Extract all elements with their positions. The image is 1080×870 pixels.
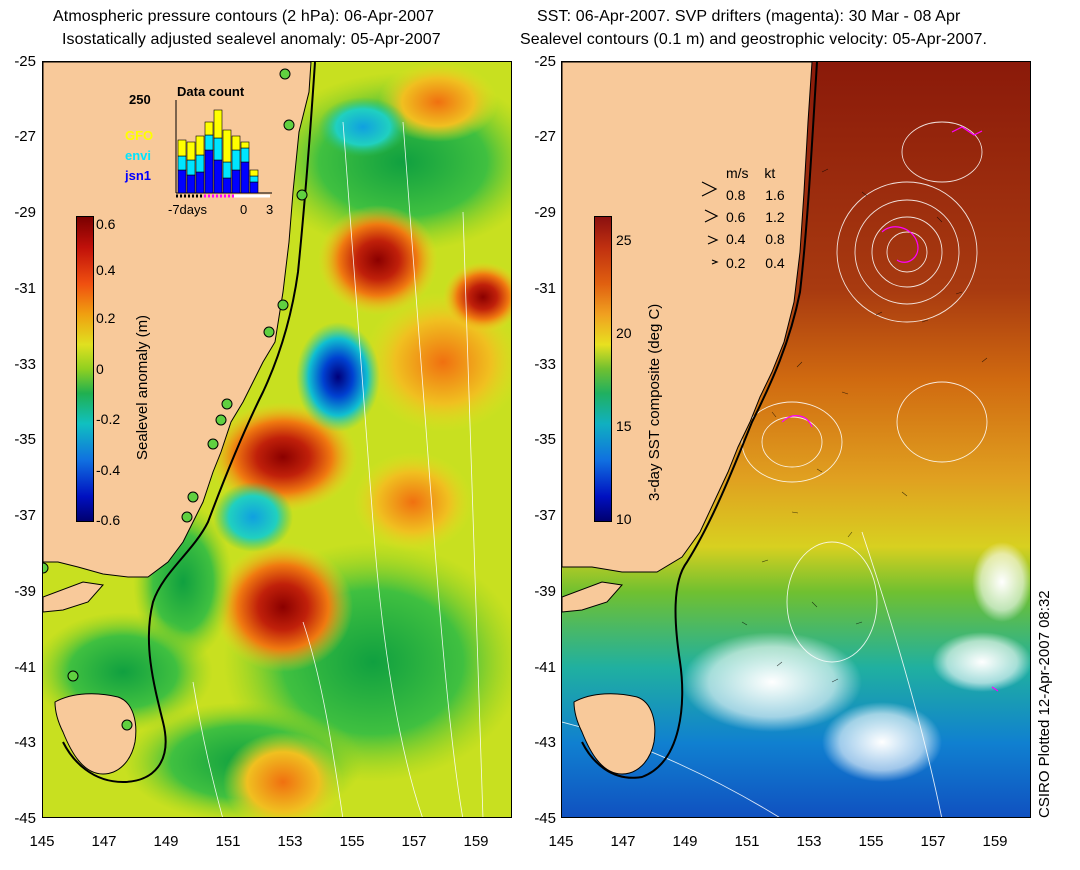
x-tick-left: 149 bbox=[153, 833, 179, 850]
velocity-key-ms: 0.8 bbox=[726, 187, 746, 203]
x-tick-left: 153 bbox=[277, 833, 303, 850]
y-tick-left: -39 bbox=[14, 583, 36, 600]
x-tick-right: 149 bbox=[672, 833, 698, 850]
x-tick-right: 159 bbox=[982, 833, 1008, 850]
cb-left-tick: -0.2 bbox=[96, 411, 121, 427]
right-colorbar-label: 3-day SST composite (deg C) bbox=[646, 303, 663, 501]
velocity-key-ms: 0.4 bbox=[726, 231, 746, 247]
inset-legend-gfo: GFO bbox=[125, 128, 154, 143]
velocity-key-ms: 0.6 bbox=[726, 209, 746, 225]
inset-x-tick: 3 bbox=[266, 202, 274, 217]
inset-ymax: 250 bbox=[129, 92, 151, 107]
y-tick-left: -33 bbox=[14, 356, 36, 373]
cb-right-tick: 20 bbox=[616, 325, 632, 341]
y-tick-left: -27 bbox=[14, 128, 36, 145]
sst-map bbox=[561, 61, 1031, 818]
y-tick-left: -43 bbox=[14, 734, 36, 751]
x-tick-left: 147 bbox=[91, 833, 117, 850]
y-tick-right: -41 bbox=[534, 659, 556, 676]
velocity-key-row: 0.6 1.2 bbox=[726, 209, 785, 225]
x-tick-left: 155 bbox=[339, 833, 365, 850]
y-tick-right: -35 bbox=[534, 431, 556, 448]
y-tick-right: -27 bbox=[534, 128, 556, 145]
sst-colorbar bbox=[594, 216, 612, 522]
y-tick-right: -25 bbox=[534, 53, 556, 70]
credit-text: CSIRO Plotted 12-Apr-2007 08:32 bbox=[1036, 590, 1053, 818]
y-tick-left: -37 bbox=[14, 507, 36, 524]
velocity-key-kt-header: kt bbox=[764, 165, 776, 181]
x-tick-right: 151 bbox=[734, 833, 760, 850]
y-tick-right: -31 bbox=[534, 280, 556, 297]
inset-legend-envi: envi bbox=[125, 148, 152, 163]
cb-left-tick: 0.2 bbox=[96, 310, 116, 326]
velocity-key-ms-header: m/s bbox=[726, 165, 749, 181]
cb-left-tick: 0.4 bbox=[96, 262, 116, 278]
x-tick-right: 155 bbox=[858, 833, 884, 850]
cb-right-tick: 15 bbox=[616, 418, 632, 434]
y-tick-right: -37 bbox=[534, 507, 556, 524]
x-tick-left: 157 bbox=[401, 833, 427, 850]
x-tick-right: 157 bbox=[920, 833, 946, 850]
y-tick-right: -33 bbox=[534, 356, 556, 373]
x-tick-right: 147 bbox=[610, 833, 636, 850]
y-tick-left: -45 bbox=[14, 810, 36, 827]
data-count-histogram bbox=[175, 100, 272, 198]
left-title-line2: Isostatically adjusted sealevel anomaly:… bbox=[62, 31, 441, 48]
y-tick-left: -25 bbox=[14, 53, 36, 70]
cb-left-tick: -0.6 bbox=[96, 512, 121, 528]
inset-legend-jsn1: jsn1 bbox=[125, 168, 152, 183]
left-colorbar-label: Sealevel anomaly (m) bbox=[134, 314, 151, 460]
right-title-line1: SST: 06-Apr-2007. SVP drifters (magenta)… bbox=[537, 8, 961, 25]
y-tick-right: -45 bbox=[534, 810, 556, 827]
x-tick-right: 153 bbox=[796, 833, 822, 850]
x-tick-left: 159 bbox=[463, 833, 489, 850]
y-tick-left: -31 bbox=[14, 280, 36, 297]
y-tick-left: -29 bbox=[14, 204, 36, 221]
y-tick-right: -29 bbox=[534, 204, 556, 221]
sealevel-anomaly-map bbox=[42, 61, 512, 818]
y-tick-left: -35 bbox=[14, 431, 36, 448]
right-title-line2: Sealevel contours (0.1 m) and geostrophi… bbox=[520, 31, 988, 48]
left-title-line1: Atmospheric pressure contours (2 hPa): 0… bbox=[53, 8, 435, 25]
y-tick-right: -43 bbox=[534, 734, 556, 751]
velocity-key-row: 0.8 1.6 bbox=[726, 187, 785, 203]
y-tick-right: -39 bbox=[534, 583, 556, 600]
cb-left-tick: 0 bbox=[96, 361, 104, 377]
cb-left-tick: -0.4 bbox=[96, 462, 121, 478]
cb-right-tick: 10 bbox=[616, 511, 632, 527]
velocity-key-kt: 1.2 bbox=[765, 209, 785, 225]
velocity-key-header: m/s kt bbox=[726, 165, 775, 181]
inset-x-tick: -7days bbox=[168, 202, 208, 217]
inset-title: Data count bbox=[177, 84, 245, 99]
velocity-key-row: 0.2 0.4 bbox=[726, 255, 785, 271]
velocity-key-kt: 0.8 bbox=[765, 231, 785, 247]
velocity-key-kt: 1.6 bbox=[765, 187, 785, 203]
cb-left-tick: 0.6 bbox=[96, 216, 116, 232]
x-tick-left: 145 bbox=[29, 833, 55, 850]
cb-right-tick: 25 bbox=[616, 232, 632, 248]
inset-x-tick: 0 bbox=[240, 202, 248, 217]
velocity-key-ms: 0.2 bbox=[726, 255, 746, 271]
velocity-key-kt: 0.4 bbox=[765, 255, 785, 271]
y-tick-left: -41 bbox=[14, 659, 36, 676]
velocity-key-row: 0.4 0.8 bbox=[726, 231, 785, 247]
sealevel-colorbar bbox=[76, 216, 94, 522]
x-tick-right: 145 bbox=[548, 833, 574, 850]
x-tick-left: 151 bbox=[215, 833, 241, 850]
